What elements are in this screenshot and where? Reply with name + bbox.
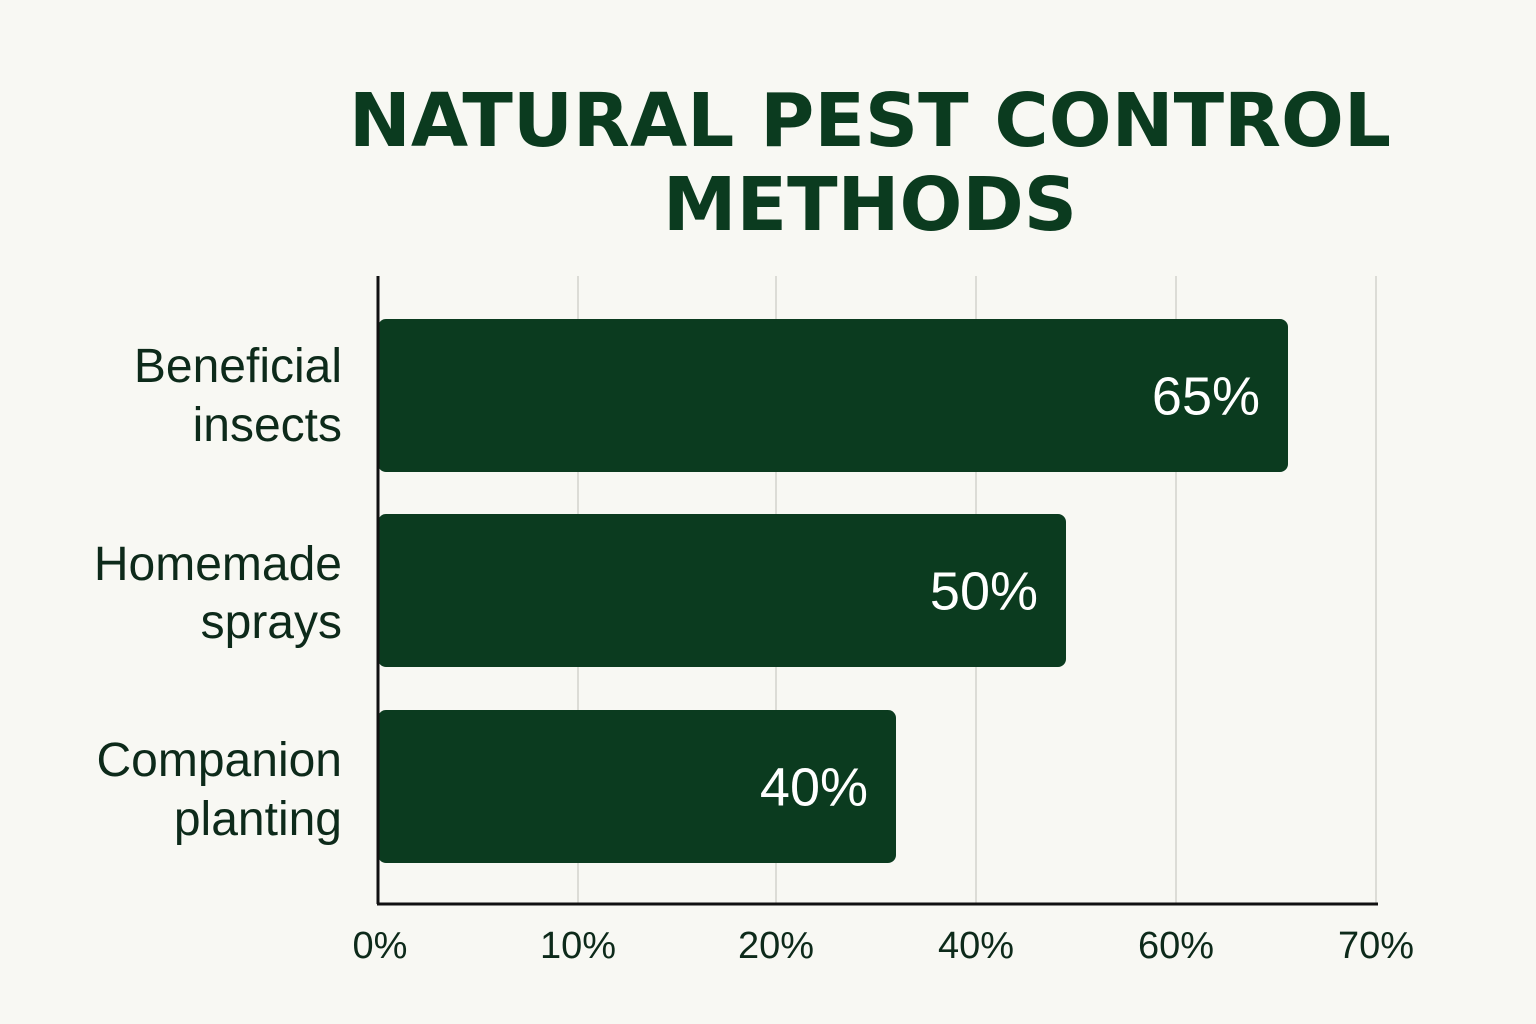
bar-value-label: 65% <box>1152 367 1260 427</box>
x-tick-labels: 0% 10% 20% 40% 60% 70% <box>353 925 1414 967</box>
category-label: Beneficial <box>134 340 342 393</box>
category-label: planting <box>174 793 342 846</box>
x-tick-label: 20% <box>738 925 814 967</box>
bar <box>378 514 1066 667</box>
category-label: insects <box>193 399 342 452</box>
bar-value-label: 50% <box>930 562 1038 622</box>
x-tick-label: 70% <box>1338 925 1414 967</box>
chart-title-line: METHODS <box>663 162 1077 248</box>
x-tick-label: 0% <box>353 925 408 967</box>
bar <box>378 710 896 863</box>
bars: 65% 50% 40% <box>378 319 1288 863</box>
chart-title-line: NATURAL PEST CONTROL <box>349 78 1391 164</box>
bar-value-label: 40% <box>760 758 868 818</box>
x-tick-label: 60% <box>1138 925 1214 967</box>
category-label: Companion <box>97 734 342 787</box>
bar <box>378 319 1288 472</box>
category-label: Homemade <box>94 538 342 591</box>
axes <box>376 276 1378 906</box>
x-tick-label: 10% <box>540 925 616 967</box>
x-tick-label: 40% <box>938 925 1014 967</box>
category-label: sprays <box>201 596 342 649</box>
